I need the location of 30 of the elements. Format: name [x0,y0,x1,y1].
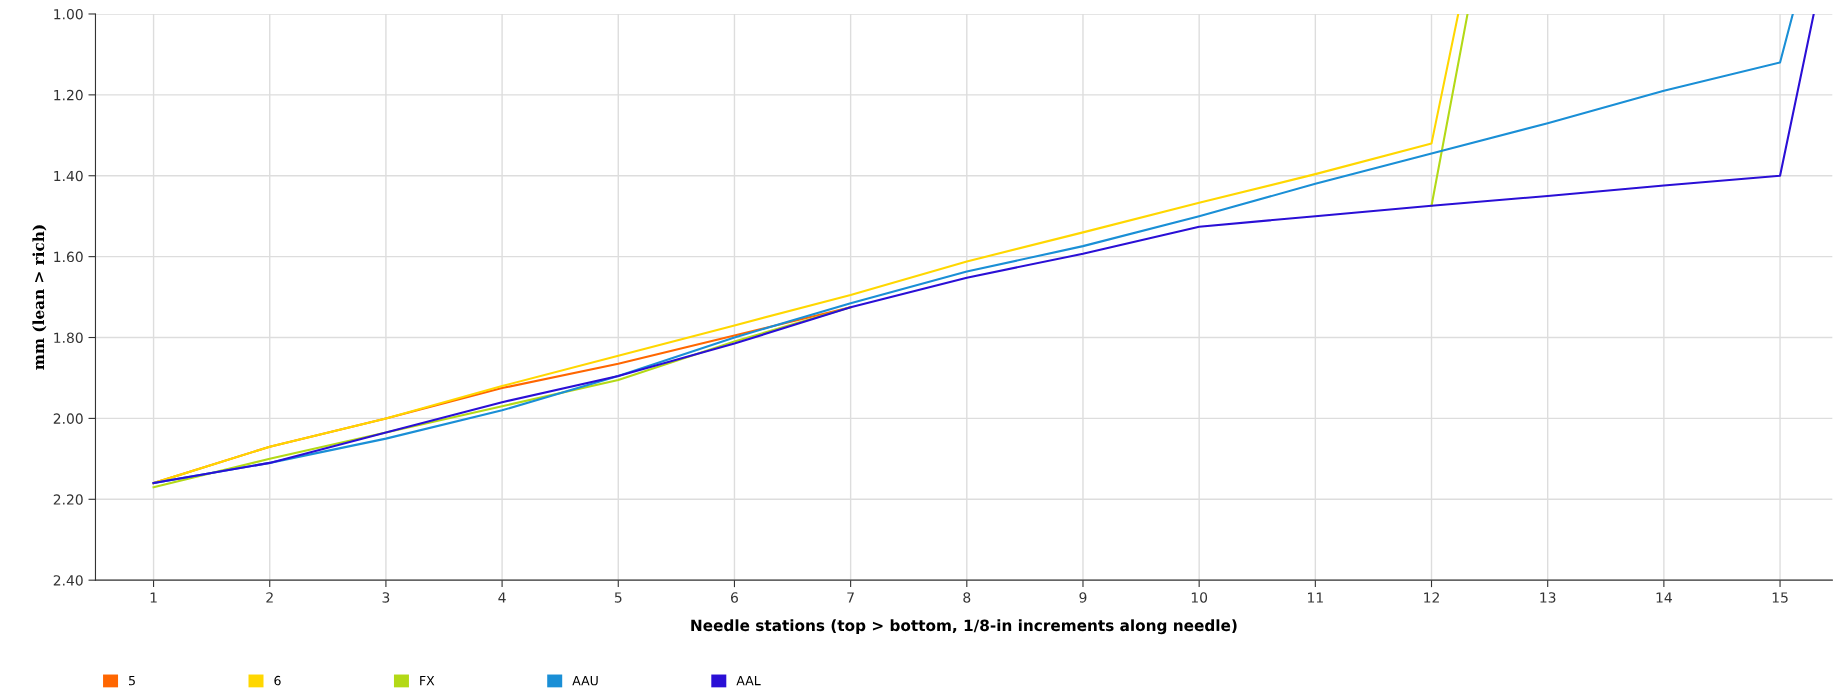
legend-label: FX [420,676,435,686]
x-tick-label: 4 [498,592,506,603]
x-tick-label: 12 [1424,592,1439,603]
y-tick-label: 1.20 [54,89,83,101]
y-tick-label: 1.60 [54,251,83,263]
x-tick-label: 10 [1191,592,1208,603]
x-tick-label: 9 [1079,592,1087,603]
x-tick-label: 2 [266,592,273,603]
x-tick-label: 15 [1772,592,1788,603]
legend-label: AAU [572,676,598,686]
y-tick-label: 1.80 [54,332,83,343]
x-tick-label: 3 [382,592,390,603]
y-axis-title: mm (lean > rich) [32,225,47,370]
x-tick-label: 14 [1656,592,1672,603]
y-tick-label: 1.40 [54,170,83,182]
x-tick-label: 6 [731,592,738,603]
x-tick-label: 11 [1308,592,1323,603]
legend-label: 6 [274,675,281,686]
y-tick-label: 2.00 [53,413,83,424]
x-tick-label: 5 [614,592,622,603]
x-axis-title: Needle stations (top > bottom, 1/8-in increments along needle) [691,619,1237,635]
x-tick-label: 8 [963,592,971,603]
x-tick-label: 7 [847,592,854,603]
x-tick-label: 1 [150,592,157,603]
x-tick-label: 13 [1540,592,1556,603]
y-tick-label: 2.20 [53,494,83,505]
legend-label: 5 [129,676,135,686]
y-tick-label: 2.40 [53,575,83,586]
legend-label: AAL [736,676,761,686]
y-tick-label: 1.00 [54,8,83,20]
